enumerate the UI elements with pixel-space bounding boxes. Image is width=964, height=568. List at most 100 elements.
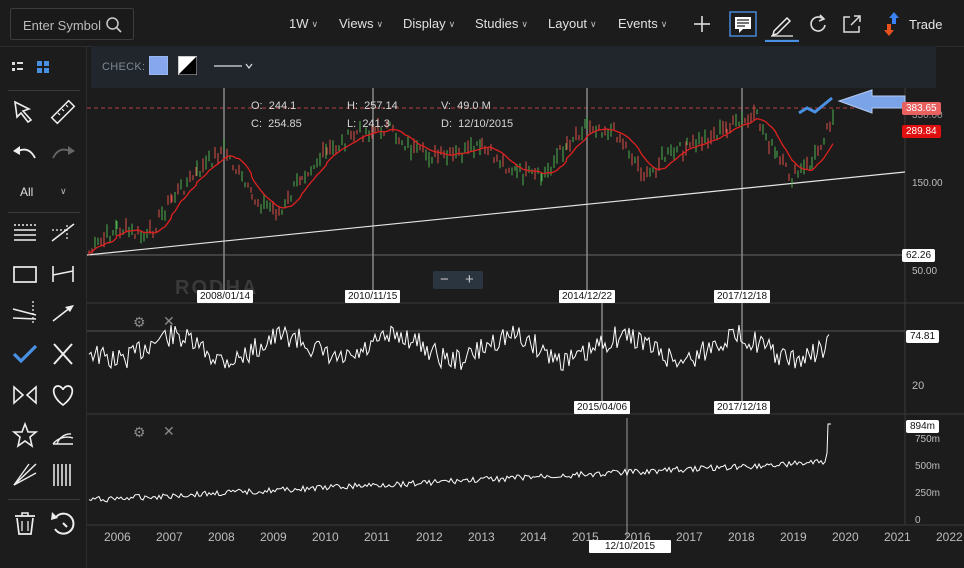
moving-average-line: [88, 117, 834, 254]
chevron-down-icon[interactable]: ∨: [60, 186, 67, 196]
year-label: 2008: [208, 530, 235, 544]
trendline-icon[interactable]: [47, 217, 79, 249]
cursor-date-tag: 12/10/2015: [589, 540, 671, 553]
close-icon[interactable]: ✕: [163, 313, 175, 329]
volume-line: [88, 423, 831, 503]
oscillator-value-tag: 74.81: [906, 330, 940, 343]
divider: [8, 499, 80, 500]
color-picker-icon[interactable]: [178, 56, 197, 75]
check-tool-icon[interactable]: [9, 338, 41, 370]
high-label: H: 257.14: [347, 100, 398, 112]
price-axis-label: 350.00: [912, 110, 943, 121]
fill-color-swatch[interactable]: [149, 56, 168, 75]
views-menu[interactable]: Views ∨: [339, 16, 383, 31]
settings-gear-icon[interactable]: ⚙: [133, 314, 146, 330]
bowtie-icon[interactable]: [9, 379, 41, 411]
close-icon[interactable]: ✕: [163, 423, 175, 439]
add-icon[interactable]: [688, 10, 716, 38]
display-label: Display: [403, 16, 446, 31]
horizontal-lines-icon[interactable]: [9, 217, 41, 249]
symbol-search-input[interactable]: Enter Symbol: [23, 18, 102, 33]
arrow-drawing: [837, 89, 906, 114]
cursor-icon[interactable]: [9, 96, 41, 128]
volume-label: V: 49.0 M: [441, 100, 491, 112]
zoom-in-button[interactable]: +: [465, 271, 474, 288]
search-icon[interactable]: [105, 16, 123, 34]
year-label: 2022: [936, 530, 963, 544]
price-chart-canvas[interactable]: [87, 88, 964, 568]
line-style-dropdown[interactable]: [214, 59, 260, 73]
year-label: 2018: [728, 530, 755, 544]
interval-menu[interactable]: 1W ∨: [289, 16, 318, 31]
chart-area[interactable]: O: 244.1 H: 257.14 V: 49.0 M C: 254.85 L…: [87, 88, 964, 568]
display-menu[interactable]: Display ∨: [403, 16, 455, 31]
vertical-line-date-tag: 2017/12/18: [714, 401, 771, 414]
year-label: 2013: [468, 530, 495, 544]
chevron-down-icon: ∨: [590, 19, 597, 30]
reset-icon[interactable]: [47, 507, 79, 539]
year-label: 2021: [884, 530, 911, 544]
chevron-down-icon: ∨: [376, 19, 384, 30]
settings-gear-icon[interactable]: ⚙: [133, 424, 146, 440]
year-label: 2020: [832, 530, 859, 544]
layout-menu[interactable]: Layout ∨: [548, 16, 597, 31]
drawing-style-bar: CHECK:: [91, 46, 936, 88]
trash-icon[interactable]: [9, 507, 41, 539]
vertical-line-date-tag: 2015/04/06: [574, 401, 631, 414]
tool-name-label: CHECK:: [102, 61, 146, 73]
year-label: 2014: [520, 530, 547, 544]
volume-value-tag: 894m: [906, 420, 940, 433]
price-axis-label: 50.00: [912, 266, 938, 277]
grid-view-icon[interactable]: [33, 53, 65, 85]
vertical-lines-icon[interactable]: [47, 459, 79, 491]
pitchfork-icon[interactable]: [9, 459, 41, 491]
year-label: 2019: [780, 530, 807, 544]
popout-icon[interactable]: [838, 10, 866, 38]
year-label: 2007: [156, 530, 183, 544]
date-label: D: 12/10/2015: [441, 118, 514, 130]
draw-pencil-icon[interactable]: [763, 10, 801, 43]
arrow-icon[interactable]: [47, 297, 79, 329]
events-label: Events: [618, 16, 658, 31]
symbol-search[interactable]: Enter Symbol: [10, 8, 134, 40]
layout-label: Layout: [548, 16, 588, 31]
vertical-line-date-tag: 2010/11/15: [345, 290, 401, 303]
tool-filter-select[interactable]: All: [20, 185, 34, 199]
gann-fan-icon[interactable]: [47, 420, 79, 452]
chevron-down-icon: ∨: [311, 19, 319, 30]
close-label: C: 254.85: [251, 118, 302, 130]
moving-average-tag: 289.84: [902, 125, 941, 138]
vertical-line-date-tag: 2017/12/18: [714, 290, 771, 303]
year-label: 2009: [260, 530, 287, 544]
cross-tool-icon[interactable]: [47, 338, 79, 370]
fib-icon[interactable]: [9, 297, 41, 329]
refresh-icon[interactable]: [804, 10, 832, 38]
redo-icon[interactable]: [47, 138, 79, 170]
chevron-down-icon: ∨: [448, 19, 456, 30]
studies-menu[interactable]: Studies ∨: [475, 16, 528, 31]
zoom-control: − +: [433, 271, 483, 289]
trade-button[interactable]: Trade: [880, 10, 942, 38]
views-label: Views: [339, 16, 374, 31]
year-label: 2012: [416, 530, 443, 544]
undo-icon[interactable]: [9, 138, 41, 170]
low-label: L: 241.3: [347, 118, 390, 130]
price-axis-label: 150.00: [912, 178, 943, 189]
top-toolbar: Enter Symbol 1W ∨ Views ∨ Display ∨ Studies…: [0, 0, 964, 47]
star-icon[interactable]: [9, 420, 41, 452]
events-menu[interactable]: Events ∨: [618, 16, 667, 31]
trendline: [87, 171, 906, 256]
heart-icon[interactable]: [47, 379, 79, 411]
measure-icon[interactable]: [47, 258, 79, 290]
zoom-out-button[interactable]: −: [440, 271, 449, 288]
oscillator-axis-label: 20: [912, 380, 925, 392]
comment-icon[interactable]: [729, 10, 757, 38]
interval-label: 1W: [289, 16, 309, 31]
list-view-icon[interactable]: [8, 53, 40, 85]
volume-axis-label: 500m: [915, 461, 941, 472]
trade-arrows-icon: [884, 12, 899, 36]
vertical-line-date-tag: 2014/12/22: [559, 290, 616, 303]
rectangle-icon[interactable]: [9, 258, 41, 290]
ruler-icon[interactable]: [47, 96, 79, 128]
level-price-tag: 62.26: [902, 249, 936, 262]
